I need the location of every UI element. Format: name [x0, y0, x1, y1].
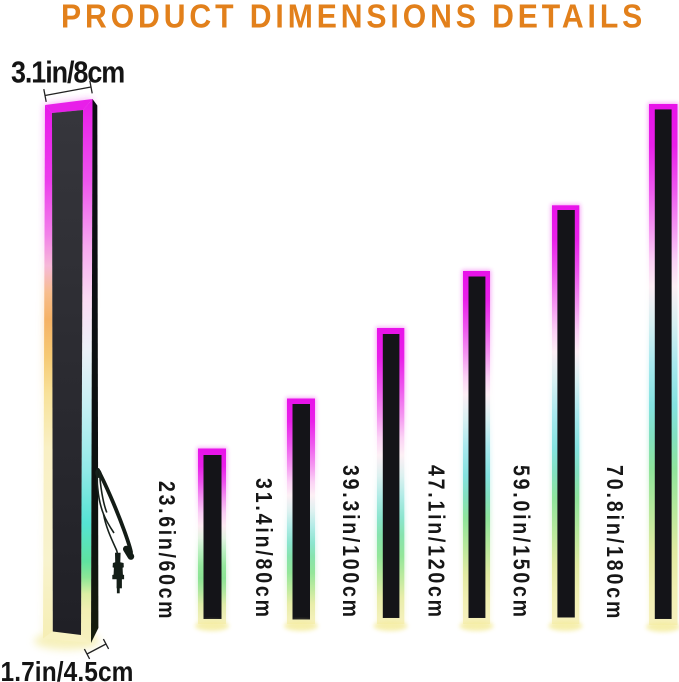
- svg-text:1.7in/4.5cm: 1.7in/4.5cm: [1, 655, 134, 682]
- svg-text:70.8in/180cm: 70.8in/180cm: [601, 465, 627, 618]
- svg-text:59.0in/150cm: 59.0in/150cm: [508, 465, 534, 617]
- svg-text:39.3in/100cm: 39.3in/100cm: [337, 465, 363, 617]
- svg-text:PRODUCT DIMENSIONS DETAILS: PRODUCT DIMENSIONS DETAILS: [61, 0, 646, 35]
- svg-text:3.1in/8cm: 3.1in/8cm: [11, 56, 124, 90]
- svg-text:47.1in/120cm: 47.1in/120cm: [423, 465, 449, 617]
